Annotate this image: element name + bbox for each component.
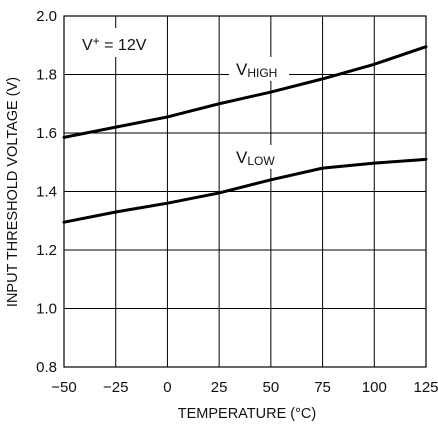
supply-voltage-annotation: V+ = 12V	[82, 34, 147, 54]
y-axis-title: INPUT THRESHOLD VOLTAGE (V)	[5, 77, 21, 307]
x-tick-label: 0	[163, 379, 171, 396]
y-tick-label: 1.2	[36, 242, 57, 259]
axes: −50 −25 0 25 50 75 100 125 0.8 1.0 1.2 1.4 1.6 1.8 2.0	[36, 8, 438, 396]
series-label-bg-vlow	[229, 145, 282, 169]
plot-frame	[63, 15, 427, 368]
x-tick-label: −50	[51, 379, 76, 396]
x-tick-label: 125	[413, 379, 438, 396]
y-tick-label: 2.0	[36, 8, 57, 25]
x-tick-label: 100	[362, 379, 387, 396]
y-tick-label: 1.4	[36, 184, 57, 201]
series-label-bg-vhigh	[229, 57, 289, 81]
x-tick-label: −25	[103, 379, 128, 396]
annotation-group: VHIGH VLOW V+ = 12V	[77, 28, 289, 169]
series-label-vhigh: VHIGH	[236, 60, 277, 80]
annotation-bg	[77, 28, 164, 57]
x-tick-label: 25	[211, 379, 228, 396]
x-tick-label: 75	[314, 379, 331, 396]
y-tick-label: 1.8	[36, 67, 57, 84]
chart-labels: INPUT THRESHOLD VOLTAGE (V) TEMPERATURE …	[5, 77, 316, 422]
y-tick-label: 1.6	[36, 125, 57, 142]
y-tick-label: 0.8	[36, 359, 57, 376]
y-tick-label: 1.0	[36, 301, 57, 318]
x-tick-label: 50	[263, 379, 280, 396]
x-axis-title: TEMPERATURE (°C)	[178, 406, 316, 422]
series-line-vlow	[62, 157, 428, 224]
series-label-vlow: VLOW	[236, 148, 275, 168]
series-lines	[62, 45, 428, 224]
series-line-vhigh	[62, 45, 428, 139]
